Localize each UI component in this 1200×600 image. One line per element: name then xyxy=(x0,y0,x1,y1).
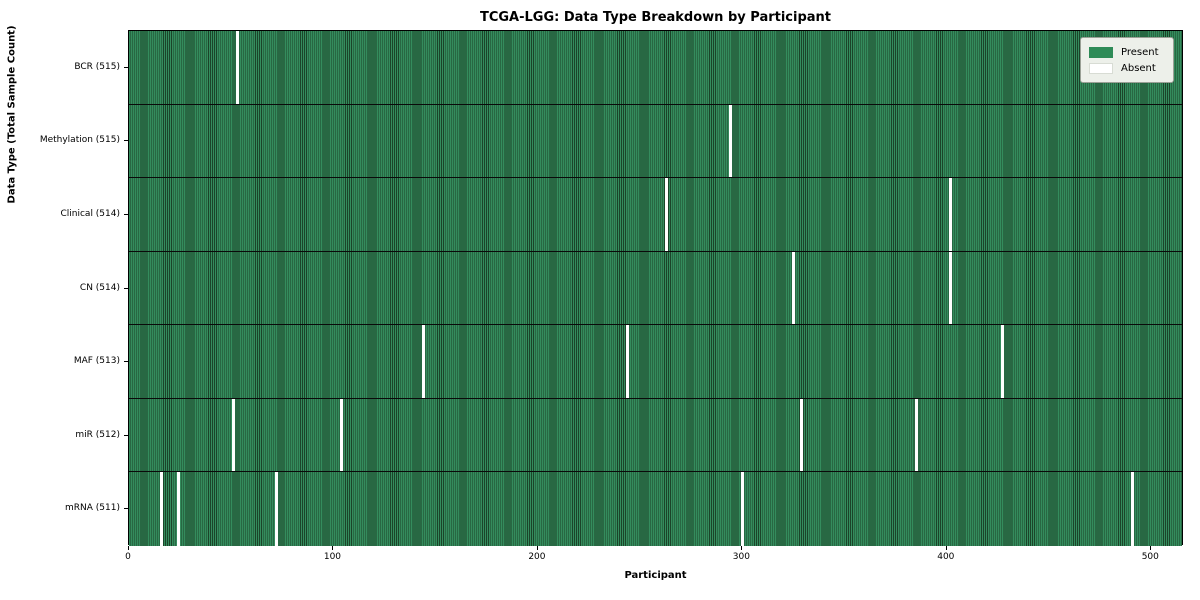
absent-line xyxy=(1000,325,1004,398)
x-tick-mark xyxy=(536,546,538,550)
x-tick-mark xyxy=(741,546,743,550)
x-tick-label: 200 xyxy=(528,552,546,562)
grid-row-CN xyxy=(129,251,1182,326)
absent-line xyxy=(626,325,630,398)
absent-line xyxy=(740,472,744,546)
absent-line xyxy=(421,325,425,398)
y-tick-mark xyxy=(124,140,128,142)
y-tick-mark xyxy=(124,66,128,68)
absent-line xyxy=(665,178,669,251)
legend-absent-label: Absent xyxy=(1121,62,1156,74)
absent-line xyxy=(800,398,804,472)
x-tick-label: 0 xyxy=(125,552,131,562)
y-tick-label: Methylation (515) xyxy=(39,135,120,146)
y-axis-label: Data Type (Total Sample Count) xyxy=(6,25,18,204)
y-tick-mark xyxy=(124,213,128,215)
grid-row-MAF xyxy=(129,325,1182,399)
grid-row-Methylation xyxy=(129,104,1182,179)
x-tick-mark xyxy=(332,546,334,550)
y-tick-mark xyxy=(124,434,128,436)
y-tick-label: Clinical (514) xyxy=(60,208,120,219)
x-tick-mark xyxy=(128,546,129,550)
x-tick-label: 300 xyxy=(732,552,750,562)
x-axis-label: Participant xyxy=(624,570,687,581)
legend: Present Absent xyxy=(1080,37,1174,83)
y-tick-mark xyxy=(124,361,128,363)
x-tick-mark xyxy=(1150,546,1152,550)
y-tick-label: miR (512) xyxy=(75,429,120,440)
absent-line xyxy=(728,104,732,178)
y-tick-label: MAF (513) xyxy=(73,356,120,367)
chart-title: TCGA-LGG: Data Type Breakdown by Partici… xyxy=(479,10,832,25)
grid-row-Clinical xyxy=(129,178,1182,252)
absent-line xyxy=(914,398,918,472)
y-tick-label: CN (514) xyxy=(79,282,120,293)
grid-row-mRNA xyxy=(129,472,1182,546)
x-tick-label: 500 xyxy=(1141,552,1159,562)
y-tick-mark xyxy=(124,508,128,510)
x-tick-label: 400 xyxy=(937,552,955,562)
y-tick-label: mRNA (511) xyxy=(65,503,120,514)
absent-line xyxy=(235,31,239,104)
absent-line xyxy=(231,398,235,472)
legend-entry-present: Present xyxy=(1089,44,1165,60)
present-swatch-icon xyxy=(1089,46,1113,58)
absent-swatch-icon xyxy=(1089,62,1113,74)
plot-area xyxy=(128,30,1183,546)
absent-line xyxy=(1131,472,1135,546)
absent-line xyxy=(791,251,795,325)
legend-entry-absent: Absent xyxy=(1089,60,1165,76)
absent-line xyxy=(949,178,953,251)
absent-line xyxy=(949,251,953,325)
legend-present-label: Present xyxy=(1121,46,1159,58)
absent-line xyxy=(160,472,164,546)
grid-row-BCR xyxy=(129,31,1182,105)
y-tick-mark xyxy=(124,287,128,289)
grid-row-miR xyxy=(129,398,1182,473)
absent-line xyxy=(176,472,180,546)
absent-line xyxy=(340,398,344,472)
x-tick-label: 100 xyxy=(323,552,342,562)
y-tick-label: BCR (515) xyxy=(74,61,120,72)
absent-line xyxy=(274,472,278,546)
x-tick-mark xyxy=(945,546,947,550)
